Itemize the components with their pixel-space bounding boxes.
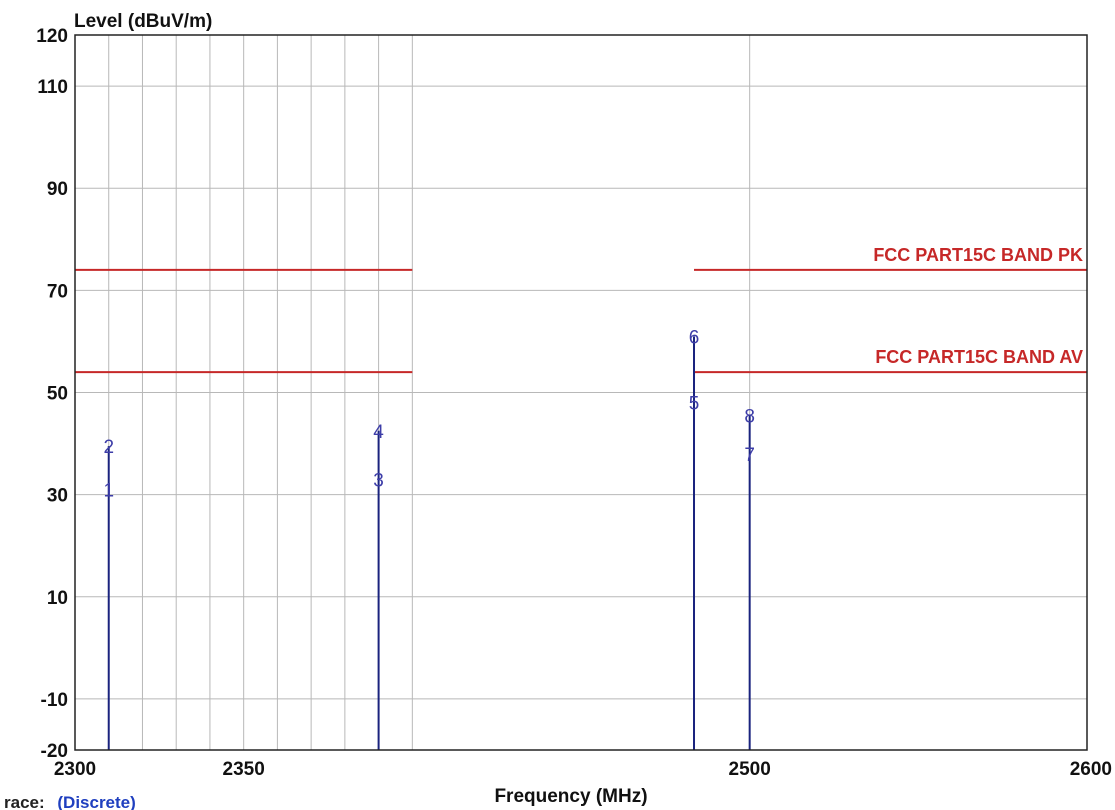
marker-label-2: 2 [103,437,114,458]
marker-label-6: 6 [689,327,700,348]
marker-label-5: 5 [689,394,700,415]
y-tick-label: 50 [47,384,68,405]
trace-legend: race: (Discrete) [4,793,136,810]
limit-line-label: FCC PART15C BAND AV [875,347,1083,367]
limit-lines: FCC PART15C BAND PK FCC PART15C BAND AV [75,245,1087,374]
marker-label-4: 4 [373,422,384,443]
marker-label-8: 8 [744,406,755,427]
x-tick-label: 2300 [54,759,96,780]
marker-label-1: 1 [103,481,114,502]
y-tick-label: 90 [47,179,68,200]
traces [107,336,751,750]
y-tick-label: -20 [41,741,68,762]
marker-label-3: 3 [373,470,384,491]
x-axis-title: Frequency (MHz) [494,786,647,807]
y-tick-label: 120 [36,26,68,47]
marker-labels: 1 2 3 4 5 6 7 8 [103,327,755,501]
y-tick-label: 70 [47,281,68,302]
y-tick-label: -10 [41,690,68,711]
x-tick-label: 2600 [1070,759,1112,780]
trace-label: race: [4,793,45,810]
marker-label-7: 7 [744,445,755,466]
x-tick-label: 2350 [223,759,265,780]
limit-line-label: FCC PART15C BAND PK [873,245,1083,265]
trace-value: (Discrete) [57,793,135,810]
x-tick-label: 2500 [729,759,771,780]
y-axis-title: Level (dBuV/m) [74,11,212,32]
y-tick-label: 10 [47,588,68,609]
grid [75,35,1087,750]
y-tick-label: 30 [47,486,68,507]
plot-frame [74,34,1088,751]
y-tick-label: 110 [37,77,68,98]
